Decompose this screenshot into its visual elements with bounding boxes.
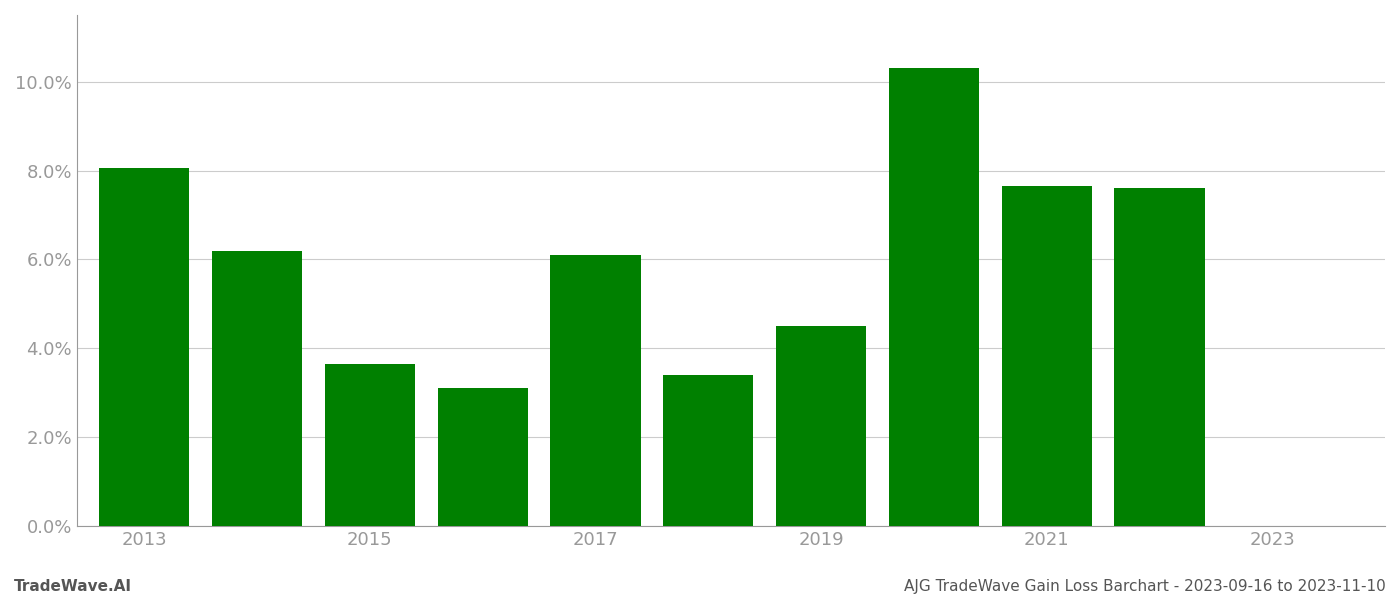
Bar: [776, 326, 867, 526]
Bar: [1001, 186, 1092, 526]
Bar: [438, 388, 528, 526]
Bar: [550, 255, 641, 526]
Bar: [1114, 188, 1204, 526]
Bar: [211, 251, 302, 526]
Text: TradeWave.AI: TradeWave.AI: [14, 579, 132, 594]
Bar: [664, 375, 753, 526]
Bar: [889, 68, 979, 526]
Bar: [325, 364, 414, 526]
Text: AJG TradeWave Gain Loss Barchart - 2023-09-16 to 2023-11-10: AJG TradeWave Gain Loss Barchart - 2023-…: [904, 579, 1386, 594]
Bar: [99, 169, 189, 526]
